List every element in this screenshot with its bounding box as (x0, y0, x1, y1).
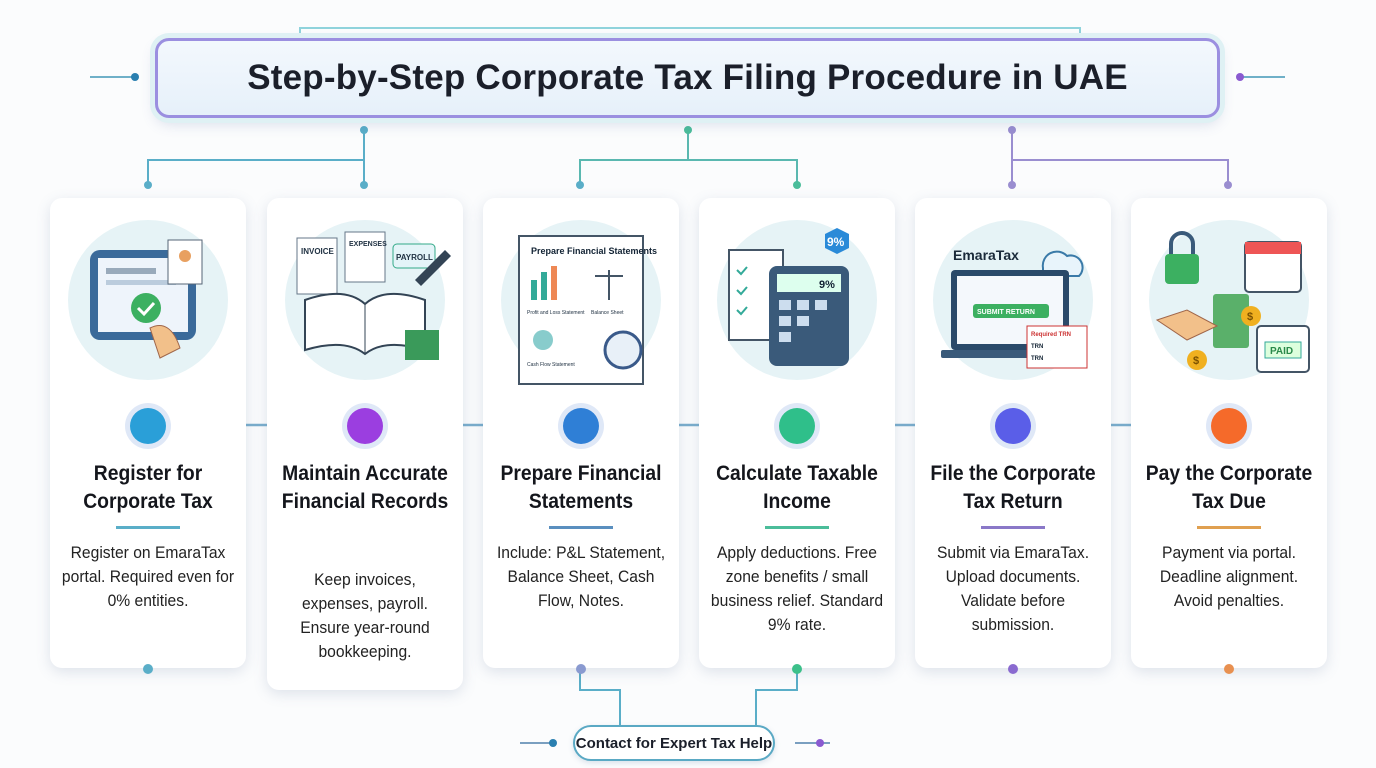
step-title: Maintain Accurate Financial Records (281, 462, 449, 513)
step-marker-3 (563, 408, 599, 444)
connector-dot (1224, 664, 1234, 674)
divider (981, 526, 1045, 529)
step-marker-5 (995, 408, 1031, 444)
step-marker-1 (130, 408, 166, 444)
coin-dollar-label: $ (1193, 355, 1199, 367)
contact-expert-button[interactable]: Contact for Expert Tax Help (573, 725, 775, 761)
trn-label: TRN (1031, 344, 1043, 350)
payroll-label: PAYROLL (396, 253, 433, 262)
pl-label: Profit and Loss Statement (527, 310, 585, 316)
divider (116, 526, 180, 529)
step-description: Submit via EmaraTax. Upload documents. V… (936, 543, 1090, 634)
laptop-submit-icon: EmaraTax SUBMIT RETURN Required TRN TRN TRN (933, 220, 1093, 380)
step-card-file: EmaraTax SUBMIT RETURN Required TRN TRN TRN … (915, 198, 1111, 674)
expenses-label: EXPENSES (349, 241, 387, 248)
connector-dot (792, 664, 802, 674)
emaratax-logo-label: EmaraTax (953, 247, 1019, 263)
payment-calendar-icon: $ $ PAID (1149, 220, 1310, 380)
step-marker-6 (1211, 408, 1247, 444)
balance-label: Balance Sheet (591, 310, 624, 316)
required-trn-label: Required TRN (1031, 332, 1071, 338)
step-title: Calculate Taxable Income (716, 462, 878, 513)
step-card-register: Register for Corporate Tax Register on E… (50, 198, 246, 674)
connector-dot (143, 664, 153, 674)
step-card-records: INVOICE EXPENSES PAYROLL Maintain Accurate… (267, 198, 463, 690)
step-card-pay: $ $ PAID Pay the Corporate Tax Due Payment… (1131, 198, 1327, 674)
ledger-book-icon: INVOICE EXPENSES PAYROLL (285, 220, 451, 380)
step-title: Register for Corporate Tax (83, 462, 213, 513)
step-description: Apply deductions. Free zone benefits / s… (710, 543, 884, 634)
financial-statements-icon: Prepare Financial Statements Profit and L… (501, 220, 661, 385)
paid-stamp-label: PAID (1270, 346, 1293, 357)
step-description: Register on EmaraTax portal. Required ev… (61, 543, 235, 610)
statement-header-label: Prepare Financial Statements (531, 246, 657, 256)
page-title: Step-by-Step Corporate Tax Filing Proced… (247, 58, 1128, 97)
submit-return-button-label: SUBMIT RETURN (977, 309, 1035, 316)
step-title: Pay the Corporate Tax Due (1145, 462, 1313, 513)
step-card-statements: Prepare Financial Statements Profit and L… (483, 198, 679, 674)
step-title: File the Corporate Tax Return (930, 462, 1096, 513)
divider (765, 526, 829, 529)
connector-dot (576, 664, 586, 674)
step-description: Keep invoices, expenses, payroll. Ensure… (300, 570, 430, 661)
rate-badge: 9% (827, 235, 845, 249)
calculator-icon: 9% 9% (717, 220, 877, 380)
cashflow-label: Cash Flow Statement (527, 362, 575, 368)
connector-dot (1008, 664, 1018, 674)
coin-dollar-label: $ (1247, 311, 1253, 323)
calculator-display: 9% (819, 279, 835, 291)
step-card-calculate: 9% 9% Calculate Taxable Income Apply dedu… (699, 198, 895, 674)
divider (549, 526, 613, 529)
title-banner: Step-by-Step Corporate Tax Filing Proced… (155, 38, 1220, 118)
step-description: Include: P&L Statement, Balance Sheet, C… (496, 543, 666, 610)
invoice-label: INVOICE (301, 247, 335, 256)
step-description: Payment via portal. Deadline alignment. … (1159, 543, 1299, 610)
step-marker-4 (779, 408, 815, 444)
trn-label: TRN (1031, 356, 1043, 362)
step-title: Prepare Financial Statements (500, 462, 662, 513)
tablet-registration-icon (68, 220, 228, 380)
step-marker-2 (347, 408, 383, 444)
divider (1197, 526, 1261, 529)
